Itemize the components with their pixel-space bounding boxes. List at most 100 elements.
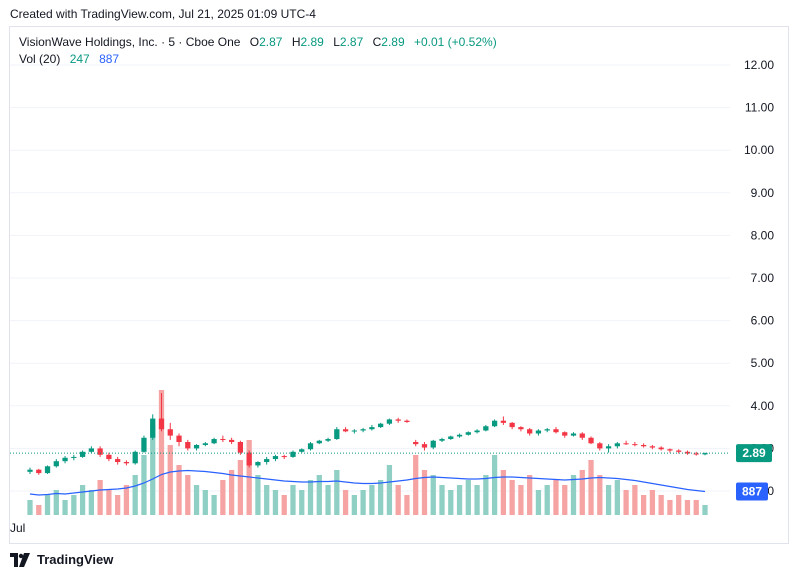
candle-body (500, 420, 507, 423)
candle (614, 442, 620, 449)
volume-bar (325, 485, 331, 515)
candle-body (570, 433, 577, 436)
candle-body (44, 466, 51, 474)
candle-body (693, 453, 699, 455)
candle-body (623, 443, 629, 445)
candle (456, 433, 463, 438)
volume-bar (535, 490, 542, 515)
candle-body (667, 449, 673, 451)
candle-body (334, 429, 340, 440)
price-tick-label: 12.00 (744, 58, 774, 72)
candle-body (658, 447, 664, 450)
volume-bar (281, 495, 287, 515)
volume-bar (623, 490, 629, 515)
candle (299, 448, 305, 453)
candle-body (474, 430, 480, 433)
candle-body (430, 440, 436, 448)
candle (404, 419, 410, 423)
candle-body (27, 469, 33, 472)
volume-bar (211, 495, 217, 515)
candle-body (386, 419, 393, 424)
candle (71, 454, 77, 461)
candle (509, 421, 515, 430)
candle-body (421, 444, 428, 448)
candle (334, 427, 340, 440)
candle-body (605, 446, 612, 449)
candle (579, 432, 585, 440)
candle (264, 456, 270, 465)
volume-bar (518, 485, 524, 515)
candle (220, 435, 226, 443)
candle (106, 452, 112, 462)
low-value: 2.87 (339, 35, 364, 49)
candle (228, 437, 235, 445)
candle-body (115, 459, 121, 463)
candle (570, 432, 577, 437)
volume-bar (228, 470, 235, 515)
volume-bar (106, 490, 112, 515)
candle (632, 442, 638, 447)
candle-body (106, 454, 112, 460)
price-tick-label: 8.00 (751, 228, 775, 242)
volume-bar (237, 460, 244, 515)
volume-bar (667, 500, 673, 515)
symbol-description: VisionWave Holdings, Inc. · 5 · Cboe One (19, 35, 241, 49)
candle (544, 427, 550, 433)
candle (553, 427, 559, 434)
candle (605, 444, 612, 453)
candle-body (167, 429, 173, 436)
price-badge-label: 2.89 (742, 446, 766, 460)
candle-body (307, 443, 314, 450)
price-tick-label: 7.00 (751, 271, 775, 285)
candle (421, 442, 428, 451)
price-tick-label: 11.00 (745, 101, 774, 115)
volume-bar (272, 490, 279, 515)
volume-bars (27, 390, 708, 515)
volume-bar (676, 495, 682, 515)
candle (211, 437, 217, 445)
candle (193, 444, 200, 451)
candle-body (676, 450, 682, 452)
volume-bar (360, 490, 366, 515)
candle (185, 439, 191, 451)
chart-frame[interactable] (9, 26, 789, 544)
volume-bar (71, 495, 77, 515)
candle-body (141, 437, 147, 452)
volume-bar (88, 490, 94, 515)
candle-body (71, 456, 77, 458)
volume-bar (702, 505, 708, 515)
candle (527, 427, 533, 436)
volume-bar (658, 495, 664, 515)
volume-bar (474, 485, 480, 515)
candle (535, 429, 542, 436)
volume-bar (527, 475, 533, 515)
candle-body (702, 453, 708, 455)
candle (176, 433, 182, 447)
candle (158, 393, 165, 432)
candle (395, 417, 401, 423)
volume-bar (176, 465, 182, 515)
candle-body (176, 435, 182, 443)
volume-bar (500, 470, 507, 515)
candle-body (325, 439, 331, 441)
candle (202, 442, 208, 447)
volume-bar (334, 470, 340, 515)
volume-bar (97, 480, 103, 515)
candle (684, 450, 691, 455)
candle (150, 414, 156, 440)
candle (562, 431, 568, 438)
candle-body (53, 461, 59, 467)
candle (500, 416, 507, 425)
candle (62, 456, 68, 464)
volume-bar (456, 485, 463, 515)
candle (702, 452, 708, 456)
candle (79, 450, 86, 458)
volume-legend: Vol (20) 247 887 (19, 52, 119, 66)
candle (123, 460, 130, 466)
volume-badge-label: 887 (742, 485, 762, 499)
candle (413, 439, 419, 447)
volume-bar (614, 480, 620, 515)
candle (439, 437, 445, 443)
tradingview-footer[interactable]: TradingView (10, 552, 113, 567)
